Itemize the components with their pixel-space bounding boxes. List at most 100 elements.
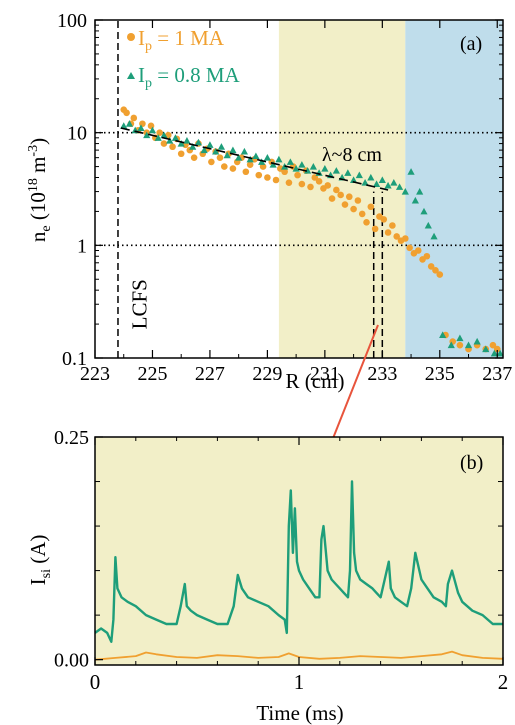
point-s1-52 — [416, 187, 424, 195]
point-s1-6 — [154, 134, 162, 141]
point-s1-61 — [482, 345, 490, 353]
point-s0-23 — [216, 154, 224, 161]
time-traces — [94, 480, 504, 661]
point-s0-81 — [489, 341, 497, 349]
point-s1-53 — [420, 207, 428, 215]
point-s0-67 — [406, 244, 413, 252]
point-s1-45 — [378, 176, 386, 184]
point-s1-39 — [344, 169, 352, 176]
legend: Ip = 1 MA Ip = 0.8 MA — [127, 26, 241, 91]
point-s0-55 — [354, 197, 362, 204]
point-s1-9 — [171, 134, 180, 141]
panel-b-background — [95, 437, 503, 665]
point-s1-31 — [298, 161, 306, 168]
point-s0-48 — [324, 182, 332, 189]
point-s0-49 — [328, 195, 336, 202]
point-s1-3 — [137, 124, 145, 132]
point-s1-22 — [246, 155, 254, 163]
point-s0-3 — [130, 114, 138, 122]
x-axis-label-b: Time (ms) — [256, 701, 343, 725]
point-s1-59 — [464, 341, 473, 349]
point-s1-37 — [332, 167, 340, 174]
point-s0-72 — [427, 263, 435, 270]
point-s1-47 — [390, 179, 398, 186]
point-s0-1 — [123, 109, 130, 117]
y-axis-label-b: Isi (A) — [26, 535, 54, 586]
point-s0-45 — [311, 174, 319, 181]
ytick-label-2: 10 — [67, 123, 87, 145]
point-s1-43 — [367, 173, 375, 181]
xtick-label-3: 229 — [252, 363, 282, 385]
panel-label-a: (a) — [460, 33, 482, 55]
point-s0-9 — [156, 129, 163, 136]
point-s1-0 — [120, 122, 128, 129]
annotation-lambda: λ~8 cm — [322, 144, 382, 166]
point-s0-30 — [246, 161, 254, 168]
point-s1-27 — [275, 155, 283, 163]
axes-frame — [94, 19, 504, 359]
point-s0-41 — [294, 171, 301, 179]
point-s1-30 — [292, 164, 300, 172]
point-s0-51 — [337, 191, 344, 199]
ytick-b-label-0: 0.00 — [54, 650, 89, 672]
point-s0-36 — [272, 176, 280, 184]
point-s0-82 — [493, 345, 501, 353]
point-s1-29 — [286, 158, 294, 165]
point-s1-8 — [166, 137, 174, 144]
xtick-label-5: 233 — [367, 363, 397, 385]
point-s1-17 — [217, 143, 226, 150]
point-s0-33 — [259, 163, 267, 170]
legend-label-08ma: Ip = 0.8 MA — [138, 63, 241, 91]
point-s0-69 — [414, 247, 422, 254]
point-s0-63 — [389, 222, 396, 229]
point-s0-12 — [169, 143, 176, 151]
point-s1-4 — [143, 131, 151, 139]
point-s0-32 — [255, 171, 263, 179]
point-s1-15 — [206, 141, 214, 148]
point-s1-62 — [490, 349, 498, 357]
point-s1-14 — [200, 146, 208, 154]
point-s0-74 — [436, 271, 444, 278]
point-s0-14 — [177, 150, 185, 158]
point-s1-40 — [349, 176, 358, 184]
point-s1-57 — [447, 341, 455, 349]
trace-1 — [94, 650, 504, 661]
annotation-lcfs: LCFS — [127, 279, 151, 329]
scatter-points — [120, 106, 504, 357]
xtick-label-1: 225 — [137, 363, 167, 385]
xtick-label-7: 237 — [482, 363, 512, 385]
point-s1-48 — [395, 183, 404, 190]
xtick-label-4: 231 — [310, 363, 340, 385]
point-s1-33 — [309, 162, 317, 170]
point-s1-63 — [496, 349, 504, 357]
point-s0-34 — [264, 174, 271, 181]
ytick-label-0: 0.1 — [62, 348, 87, 370]
legend-marker-1ma — [127, 33, 135, 41]
axis-ticks: 223 225 227 229 231 233 235 237 0.1 1 10 100 — [57, 10, 512, 385]
xtick-label-6: 235 — [425, 363, 455, 385]
point-s0-57 — [363, 219, 370, 226]
point-s0-44 — [307, 183, 314, 191]
point-s1-20 — [235, 154, 243, 161]
legend-label-1ma: Ip = 1 MA — [138, 26, 225, 54]
point-s1-55 — [430, 232, 438, 240]
panel-label-b: (b) — [460, 452, 483, 474]
point-s0-50 — [333, 186, 340, 194]
x-axis-label-a: R (cm) — [286, 369, 345, 393]
point-s1-41 — [355, 171, 363, 179]
point-s1-42 — [361, 179, 369, 186]
point-s1-25 — [263, 154, 271, 161]
y-axis-label-a: ne (1018 m-3) — [26, 138, 54, 242]
shaded-region-1 — [405, 20, 503, 358]
point-s1-23 — [252, 152, 260, 160]
ytick-b-label-1: 0.25 — [54, 427, 89, 449]
point-s0-53 — [345, 193, 353, 201]
xtick-b-label-0: 0 — [90, 670, 101, 694]
point-s0-66 — [402, 235, 409, 242]
point-s1-19 — [229, 146, 237, 154]
point-s1-10 — [177, 139, 185, 147]
point-s0-58 — [367, 203, 375, 211]
point-s0-29 — [242, 168, 250, 176]
point-s0-52 — [341, 201, 349, 208]
